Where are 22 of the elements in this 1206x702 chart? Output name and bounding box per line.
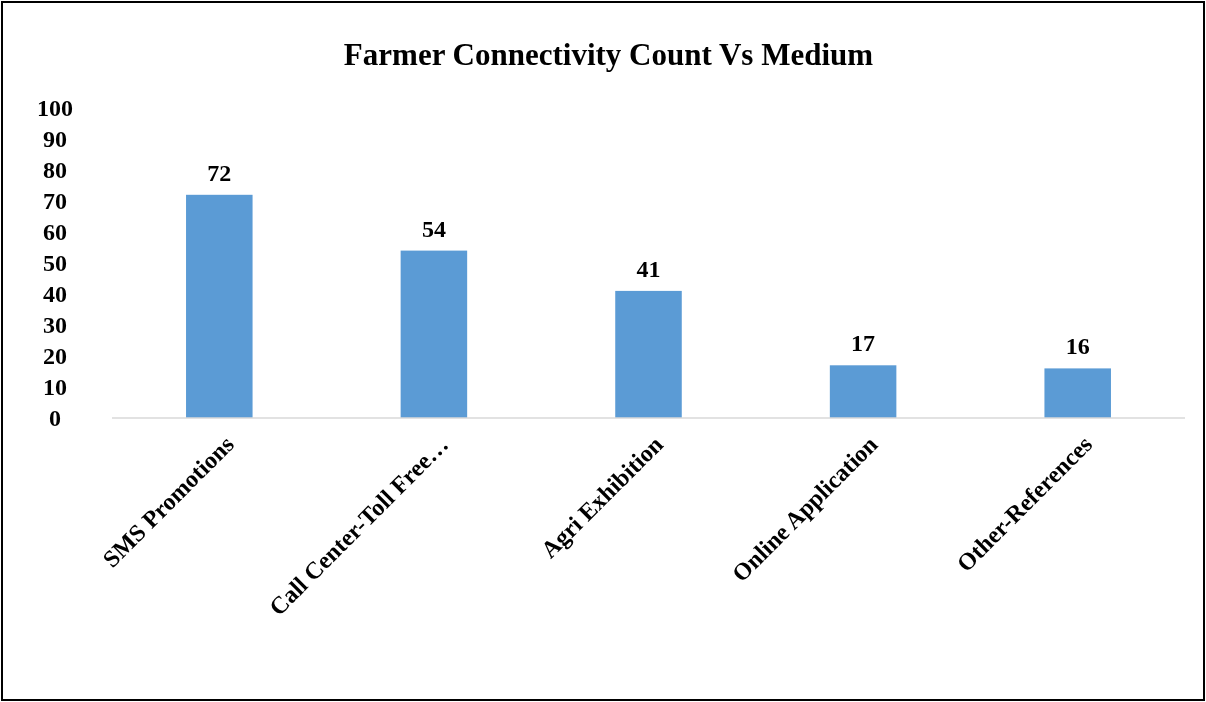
data-label: 17 (851, 330, 876, 357)
data-label: 72 (207, 159, 232, 186)
chart-title: Farmer Connectivity Count Vs Medium (343, 37, 874, 72)
y-tick-label: 30 (43, 312, 67, 339)
data-label: 54 (421, 215, 446, 242)
y-tick-label: 100 (37, 95, 73, 122)
y-tick-label: 20 (43, 343, 67, 370)
y-tick-label: 60 (43, 219, 67, 246)
bar (615, 290, 682, 418)
bar (829, 365, 897, 418)
y-tick-label: 70 (43, 188, 67, 215)
y-tick-label: 50 (43, 250, 67, 277)
data-label: 41 (636, 255, 661, 282)
y-tick-label: 40 (43, 281, 67, 308)
bar (1044, 368, 1111, 418)
bar (186, 194, 253, 418)
y-tick-label: 10 (43, 374, 67, 401)
y-tick-label: 0 (49, 405, 61, 432)
data-label: 16 (1065, 333, 1090, 360)
y-tick-label: 80 (43, 157, 67, 184)
bar (400, 250, 468, 418)
y-tick-label: 90 (43, 126, 67, 153)
